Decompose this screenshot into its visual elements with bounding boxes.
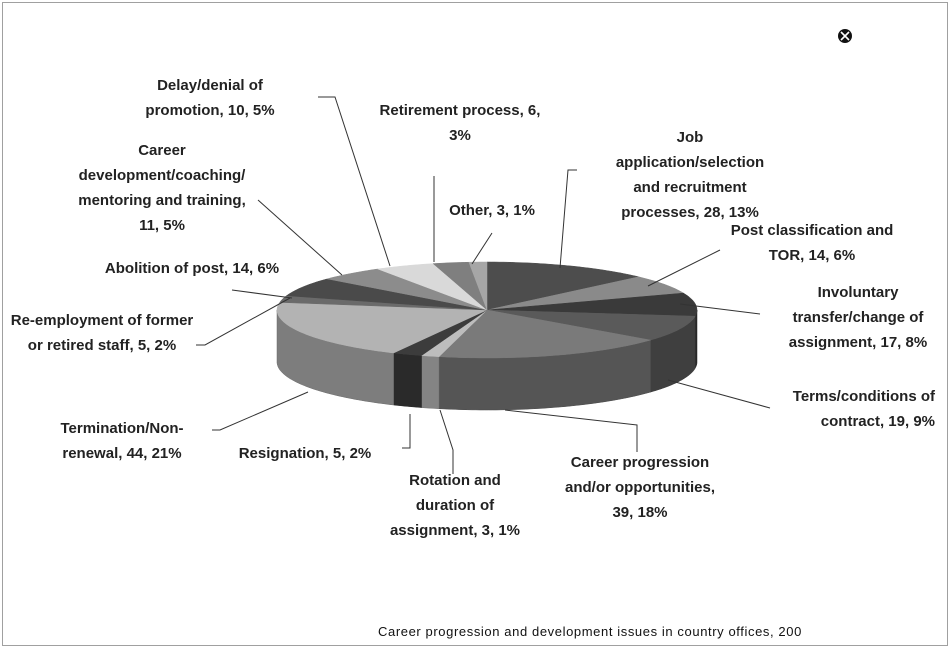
data-label: Resignation, 5, 2% bbox=[238, 445, 372, 462]
data-label: Termination/Non-renewal, 44, 21% bbox=[60, 420, 184, 462]
pie-tops bbox=[276, 261, 698, 359]
slice bbox=[432, 261, 488, 311]
pie-sides bbox=[276, 310, 698, 411]
data-label: Terms/conditions of contract, 19, 9% bbox=[792, 388, 935, 430]
leader-line bbox=[667, 379, 771, 409]
data-label: Re-employment of former or retired staff… bbox=[10, 312, 194, 354]
leader-line bbox=[402, 414, 411, 449]
leader-line bbox=[212, 391, 309, 431]
leader-line bbox=[679, 303, 761, 315]
data-label: Involuntary transfer/change of assignmen… bbox=[788, 284, 928, 351]
leader-line bbox=[257, 199, 343, 276]
slice bbox=[468, 261, 488, 311]
data-label: Career development/coaching/ mentoring a… bbox=[78, 142, 246, 234]
slice bbox=[377, 263, 488, 311]
data-label: Job application/selection and recruitmen… bbox=[615, 129, 765, 221]
slice bbox=[486, 292, 698, 317]
leader-line bbox=[231, 289, 293, 299]
data-label: Delay/denial of promotion, 10, 5% bbox=[145, 77, 275, 119]
close-icon[interactable] bbox=[838, 29, 852, 43]
leader-line bbox=[471, 232, 493, 265]
slice bbox=[392, 309, 488, 356]
leader-line bbox=[318, 96, 391, 267]
slice-side bbox=[393, 352, 422, 408]
slice bbox=[276, 302, 488, 354]
leader-line bbox=[196, 297, 291, 346]
slice bbox=[486, 309, 696, 341]
leader-line bbox=[439, 409, 454, 474]
data-label: Other, 3, 1% bbox=[449, 202, 535, 219]
chart-caption: Career progression and development issue… bbox=[378, 624, 802, 639]
slice bbox=[486, 276, 685, 311]
leader-line bbox=[559, 169, 577, 269]
slice-side bbox=[694, 310, 698, 370]
slice bbox=[285, 278, 488, 311]
slice bbox=[486, 261, 639, 311]
slice-side bbox=[421, 355, 440, 409]
leader-line bbox=[504, 409, 638, 452]
data-label: Rotation and duration of assignment, 3, … bbox=[389, 472, 521, 539]
data-label: Abolition of post, 14, 6% bbox=[104, 260, 280, 277]
data-label: Career progression and/or opportunities,… bbox=[565, 454, 715, 521]
data-label: Post classification and TOR, 14, 6% bbox=[730, 222, 894, 264]
data-label: Retirement process, 6, 3% bbox=[379, 102, 541, 144]
slice bbox=[327, 268, 488, 311]
leader-line bbox=[647, 249, 721, 287]
slice bbox=[438, 309, 651, 359]
